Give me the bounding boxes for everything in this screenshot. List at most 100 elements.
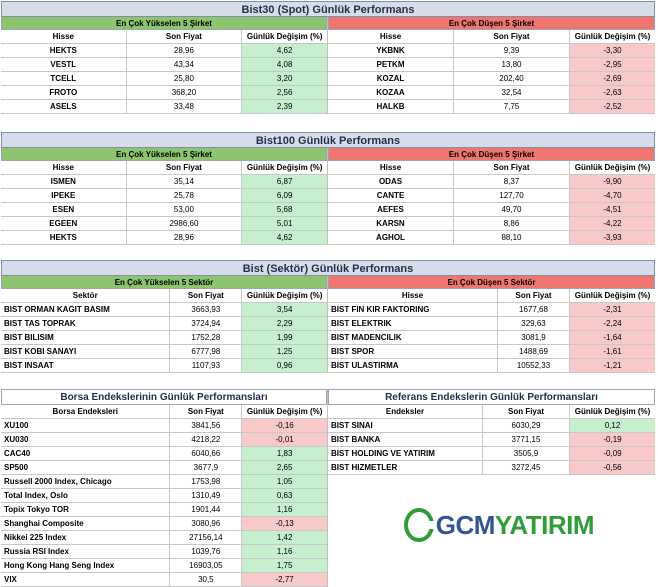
table-header-row: Sektör Son Fiyat Günlük Değişim (%) <box>1 289 327 303</box>
table-row: BIST FIN KIR FAKTORING 1677,68 -2,31 <box>328 303 655 317</box>
bist100-section: Bist100 Günlük Performans En Çok Yüksele… <box>1 132 655 245</box>
price-cell: 35,14 <box>127 175 243 188</box>
table-row: BIST HIZMETLER 3272,45 -0,56 <box>328 461 655 475</box>
price-cell: 368,20 <box>127 86 243 99</box>
table-row: IPEKE 25,78 6,09 <box>1 189 327 203</box>
column-header: Son Fiyat <box>454 161 570 174</box>
price-cell: 2986,60 <box>127 217 243 230</box>
change-cell: -9,90 <box>570 175 655 188</box>
table-row: CAC40 6040,66 1,83 <box>1 447 327 461</box>
column-header: Son Fiyat <box>454 30 570 43</box>
bist100-losers-subtitle: En Çok Düşen 5 Şirket <box>328 148 655 161</box>
name-cell: XU100 <box>1 419 171 432</box>
change-cell: 2,65 <box>242 461 327 474</box>
name-cell: BIST BANKA <box>328 433 483 446</box>
price-cell: 202,40 <box>454 72 570 85</box>
change-cell: -2,52 <box>570 100 655 113</box>
bist30-losers-subtitle: En Çok Düşen 5 Şirket <box>328 17 655 30</box>
price-cell: 13,80 <box>454 58 570 71</box>
bist100-gainers-subtitle: En Çok Yükselen 5 Şirket <box>1 148 327 161</box>
bist30-section: Bist30 (Spot) Günlük Performans En Çok Y… <box>1 1 655 114</box>
table-row: TCELL 25,80 3,20 <box>1 72 327 86</box>
name-cell: VIX <box>1 573 171 586</box>
change-cell: -2,95 <box>570 58 655 71</box>
price-cell: 3080,96 <box>170 517 243 530</box>
name-cell: Shanghai Composite <box>1 517 171 530</box>
change-cell: 1,05 <box>242 475 327 488</box>
price-cell: 3724,94 <box>170 317 243 330</box>
price-cell: 43,34 <box>127 58 243 71</box>
column-header: Günlük Değişim (%) <box>246 163 323 172</box>
table-row: ESEN 53,00 5,68 <box>1 203 327 217</box>
change-cell: -3,93 <box>570 231 655 244</box>
change-cell: 6,09 <box>242 189 327 202</box>
column-header: Son Fiyat <box>170 405 243 418</box>
price-cell: 7,75 <box>454 100 570 113</box>
change-cell: 2,56 <box>242 86 327 99</box>
name-cell: BIST KOBI SANAYI <box>1 345 171 358</box>
table-row: Shanghai Composite 3080,96 -0,13 <box>1 517 327 531</box>
name-cell: BIST INSAAT <box>1 359 171 372</box>
column-header: Günlük Değişim (%) <box>246 407 323 416</box>
table-row: XU100 3841,56 -0,16 <box>1 419 327 433</box>
change-cell: 1,75 <box>242 559 327 572</box>
column-header: Hisse <box>328 161 454 174</box>
name-cell: YKBNK <box>328 44 454 57</box>
column-header: Günlük Değişim (%) <box>246 32 323 41</box>
name-cell: BIST TAS TOPRAK <box>1 317 171 330</box>
logo-text-gcm: GCM <box>435 509 496 540</box>
name-cell: SP500 <box>1 461 171 474</box>
column-header: Endeksler <box>328 405 483 418</box>
price-cell: 88,10 <box>454 231 570 244</box>
indices-section: Borsa Endekslerinin Günlük Performanslar… <box>1 389 655 587</box>
table-row: Topix Tokyo TOR 1901,44 1,16 <box>1 503 327 517</box>
table-row: ODAS 8,37 -9,90 <box>328 175 655 189</box>
name-cell: ISMEN <box>1 175 127 188</box>
name-cell: HALKB <box>328 100 454 113</box>
price-cell: 33,48 <box>127 100 243 113</box>
price-cell: 3677,9 <box>170 461 243 474</box>
change-cell: 5,01 <box>242 217 327 230</box>
name-cell: PETKM <box>328 58 454 71</box>
gcm-yatirim-logo: GCMYATIRIM <box>404 505 595 545</box>
name-cell: Nikkei 225 Index <box>1 531 171 544</box>
name-cell: BIST MADENCILIK <box>328 331 498 344</box>
change-cell: 1,83 <box>242 447 327 460</box>
column-header: Günlük Değişim (%) <box>574 291 651 300</box>
table-row: ISMEN 35,14 6,87 <box>1 175 327 189</box>
table-row: Nikkei 225 Index 27156,14 1,42 <box>1 531 327 545</box>
price-cell: 10552,33 <box>498 359 570 372</box>
change-cell: -2,69 <box>570 72 655 85</box>
column-header: Günlük Değişim (%) <box>574 32 651 41</box>
table-row: KARSN 8,86 -4,22 <box>328 217 655 231</box>
reference-indices-title: Referans Endekslerin Günlük Performansla… <box>328 389 655 405</box>
name-cell: KARSN <box>328 217 454 230</box>
bist30-gainers-subtitle: En Çok Yükselen 5 Şirket <box>1 17 327 30</box>
change-cell: -2,31 <box>570 303 655 316</box>
table-row: KOZAL 202,40 -2,69 <box>328 72 655 86</box>
price-cell: 8,37 <box>454 175 570 188</box>
bist100-title: Bist100 Günlük Performans <box>1 132 655 148</box>
name-cell: BIST SINAI <box>328 419 483 432</box>
table-row: BIST MADENCILIK 3081,9 -1,64 <box>328 331 655 345</box>
table-header-row: Borsa Endeksleri Son Fiyat Günlük Değişim … <box>1 405 327 419</box>
column-header: Günlük Değişim (%) <box>246 291 323 300</box>
name-cell: Hong Kong Hang Seng Index <box>1 559 171 572</box>
name-cell: TCELL <box>1 72 127 85</box>
change-cell: -1,64 <box>570 331 655 344</box>
sector-gainers-subtitle: En Çok Yükselen 5 Sektör <box>1 276 327 289</box>
change-cell: -1,61 <box>570 345 655 358</box>
change-cell: -2,24 <box>570 317 655 330</box>
table-row: YKBNK 9,39 -3,30 <box>328 44 655 58</box>
name-cell: IPEKE <box>1 189 127 202</box>
sector-losers-table: En Çok Düşen 5 Sektör Hisse Son Fiyat Günl… <box>328 276 655 373</box>
table-row: VIX 30,5 -2,77 <box>1 573 327 587</box>
change-cell: -0,01 <box>242 433 327 446</box>
name-cell: VESTL <box>1 58 127 71</box>
table-header-row: Hisse Son Fiyat Günlük Değişim (%) <box>328 161 655 175</box>
table-row: Russia RSI Index 1039,76 1,16 <box>1 545 327 559</box>
change-cell: 2,29 <box>242 317 327 330</box>
name-cell: FROTO <box>1 86 127 99</box>
price-cell: 32,54 <box>454 86 570 99</box>
